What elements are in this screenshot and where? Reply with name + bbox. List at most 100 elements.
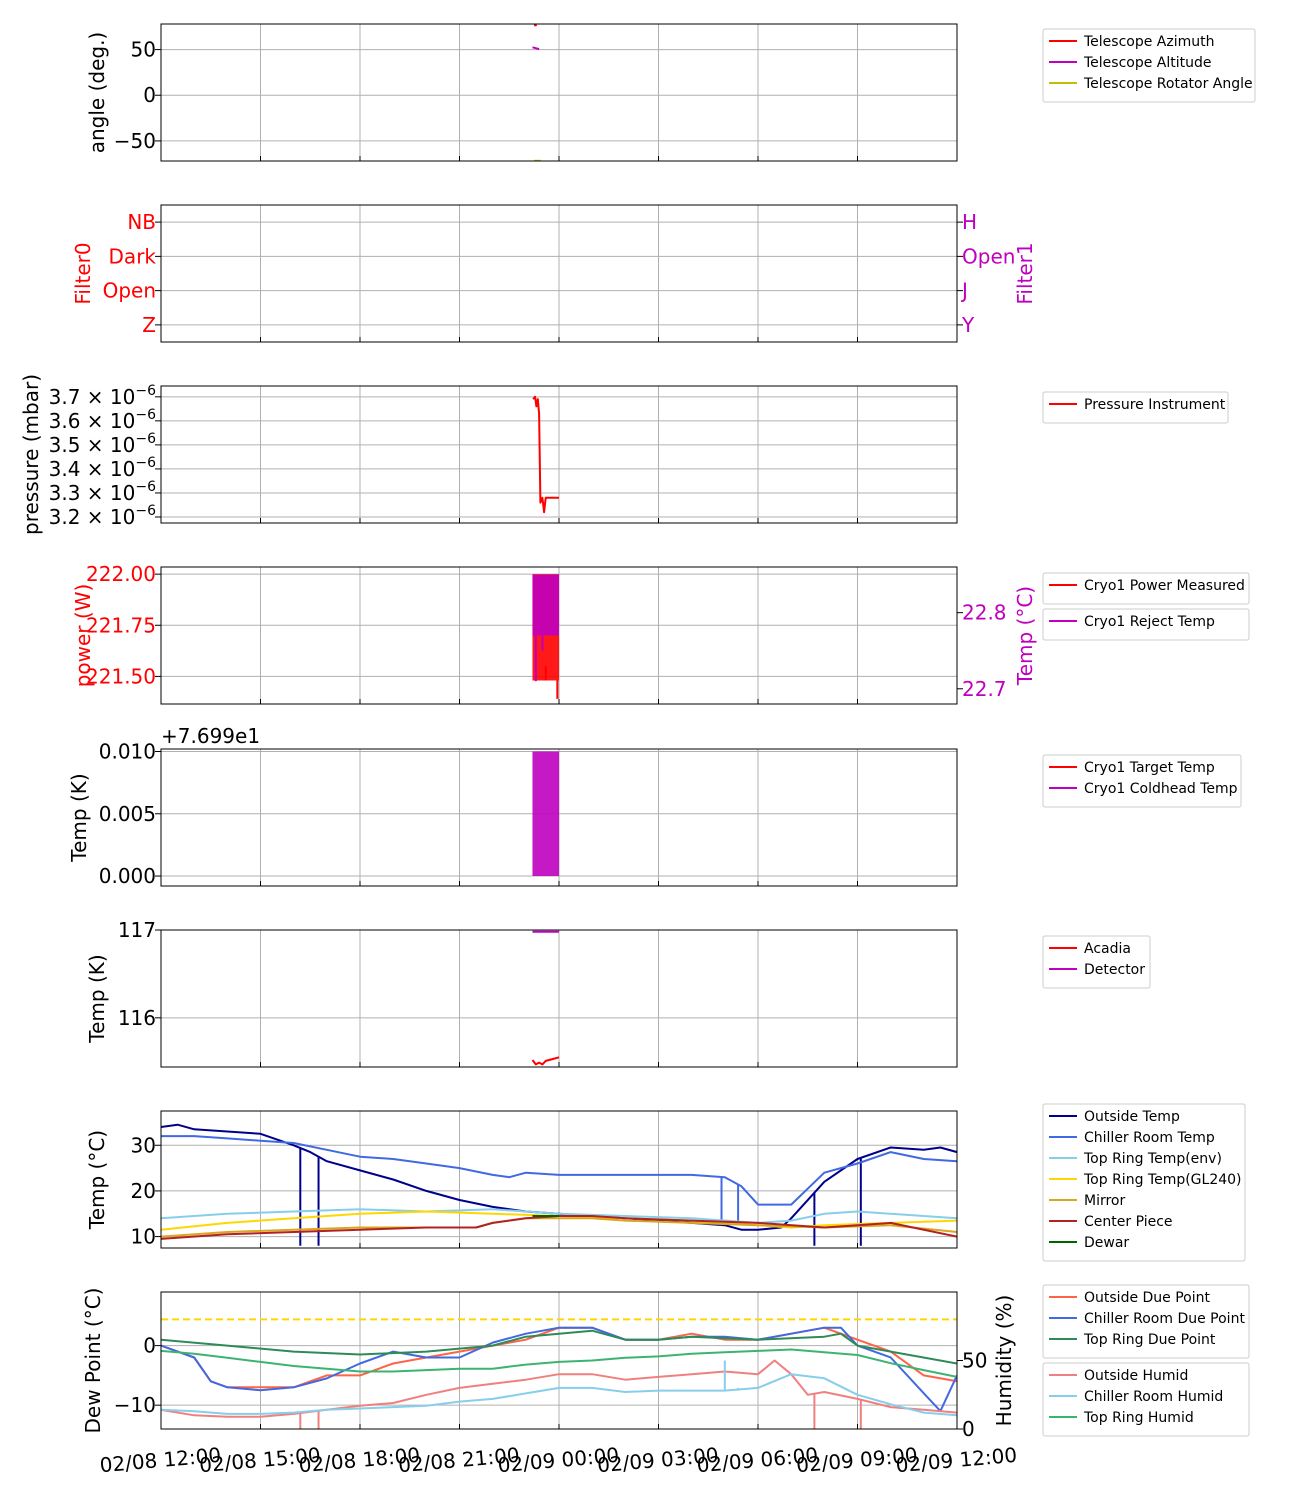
- series-line-pressure-instrument: [532, 395, 559, 514]
- y-tick-label-right: 22.8: [962, 601, 1007, 625]
- legend-entry: Cryo1 Coldhead Temp: [1084, 781, 1238, 797]
- legend-entry: Telescope Rotator Angle: [1083, 76, 1253, 92]
- y-tick-label: 0.010: [99, 739, 156, 763]
- y-axis-label: pressure (mbar): [19, 374, 43, 535]
- panel-6: 117 116 Temp (K) Acadia Detector: [85, 918, 1151, 1068]
- legend-entry: Top Ring Temp(GL240): [1083, 1172, 1242, 1188]
- plot-area: [532, 395, 559, 514]
- legend-entry: Outside Due Point: [1084, 1290, 1211, 1306]
- y-tick-label: 3.6 × 10−6: [49, 407, 156, 433]
- y-tick-label: Open: [103, 279, 156, 303]
- y-axis-label: power (W): [71, 584, 95, 688]
- legend-entry: Acadia: [1084, 941, 1131, 957]
- y-tick-label-right: 0: [962, 1417, 975, 1441]
- legend-box: [1042, 608, 1250, 641]
- panel-3: 3.7 × 10−63.6 × 10−63.5 × 10−63.4 × 10−6…: [19, 374, 1229, 535]
- y-tick-label: 20: [131, 1179, 156, 1203]
- y-tick-label: 222.00: [86, 562, 156, 586]
- y-tick-label-right: Open: [962, 244, 1015, 268]
- y-tick-label: 0: [143, 1334, 156, 1358]
- y-tick-label: 3.3 × 10−6: [49, 479, 156, 505]
- y-axis-label: Filter0: [71, 242, 95, 304]
- y-tick-label: 3.2 × 10−6: [49, 503, 156, 529]
- plot-area: [531, 930, 560, 1066]
- y-tick-label: 3.7 × 10−6: [49, 383, 156, 409]
- legend-box: [1042, 1103, 1246, 1262]
- series-band-cryo1-reject-temp: [532, 574, 559, 636]
- series-line-acadia: [531, 1056, 560, 1066]
- y-tick-label: −50: [114, 129, 156, 153]
- legend-entry: Chiller Room Due Point: [1084, 1311, 1245, 1327]
- y-axis-label: Dew Point (°C): [81, 1287, 105, 1433]
- y-tick-label: 116: [118, 1006, 156, 1030]
- legend-entry: Pressure Instrument: [1084, 397, 1226, 413]
- series-band-cryo1-coldhead-temp: [532, 751, 559, 877]
- plot-area: [161, 1123, 957, 1246]
- legend-entry: Telescope Altitude: [1083, 55, 1212, 71]
- y-tick-label-right: Y: [961, 313, 975, 337]
- legend-entry: Outside Humid: [1084, 1368, 1188, 1384]
- y-axis-label-right: Temp (°C): [1013, 586, 1037, 686]
- legend-box: [1042, 28, 1256, 103]
- y-tick-label: 30: [131, 1133, 156, 1157]
- y-tick-label: 3.5 × 10−6: [49, 431, 156, 457]
- legend-entry: Dewar: [1084, 1235, 1129, 1251]
- plot-area: [161, 1326, 957, 1429]
- series-line-top-ring-humid: [161, 1348, 957, 1378]
- legend-entry: Center Piece: [1084, 1214, 1173, 1230]
- legend-entry: Chiller Room Humid: [1084, 1389, 1223, 1405]
- series-line-mirror: [161, 1217, 957, 1238]
- legend-entry: Cryo1 Target Temp: [1084, 760, 1215, 776]
- y-tick-label: 0: [143, 83, 156, 107]
- y-tick-label: −10: [114, 1393, 156, 1417]
- y-tick-label: NB: [127, 210, 156, 234]
- y-tick-label: 0.000: [99, 864, 156, 888]
- panel-2: NB Dark Open Z H Open JY Filter0 Filter1: [71, 204, 1037, 343]
- plot-area: [532, 574, 559, 699]
- y-axis-label: Temp (°C): [85, 1130, 109, 1230]
- legend-entry: Detector: [1084, 962, 1145, 978]
- legend-box: [1042, 1362, 1250, 1437]
- legend-entry: Outside Temp: [1084, 1109, 1180, 1125]
- plot-area: [532, 751, 559, 877]
- legend-entry: Chiller Room Temp: [1084, 1130, 1215, 1146]
- y-tick-label: Dark: [109, 244, 157, 268]
- y-tick-label: Z: [142, 313, 156, 337]
- series-line-top-ring-due-point: [161, 1329, 957, 1365]
- legend-entry: Cryo1 Reject Temp: [1084, 614, 1215, 630]
- legend-box: [1042, 572, 1250, 605]
- panel-4: 222.00 221.75 221.50 22.8 22.7 power (W) Temp …: [71, 562, 1250, 705]
- legend-box: [1042, 754, 1242, 808]
- offset-label: +7.699e1: [161, 724, 260, 748]
- y-tick-label: 50: [131, 38, 156, 62]
- legend-entry: Mirror: [1084, 1193, 1125, 1209]
- series-line-telescope-altitude: [532, 46, 540, 51]
- y-axis-label-right: Humidity (%): [992, 1295, 1016, 1427]
- panel-7: 30 20 10 Temp (°C) Outside Temp Chiller Room …: [85, 1103, 1246, 1262]
- legend-entry: Cryo1 Power Measured: [1084, 578, 1245, 594]
- y-axis-label: Temp (K): [67, 773, 91, 862]
- series-line-chiller-room-due-point: [161, 1326, 957, 1413]
- y-tick-label: 221.75: [86, 613, 156, 637]
- series-line-top-ring-temp-gl240-: [161, 1210, 957, 1231]
- series-line-chiller-room-temp: [161, 1135, 957, 1206]
- legend-box: [1042, 391, 1229, 424]
- y-tick-label: 117: [118, 918, 156, 942]
- y-tick-label-right: 50: [962, 1349, 987, 1373]
- y-tick-label: 3.4 × 10−6: [49, 455, 156, 481]
- y-axis-label: Temp (K): [85, 954, 109, 1043]
- y-axis-label: angle (deg.): [85, 32, 109, 154]
- y-tick-label: 0.005: [99, 802, 156, 826]
- legend-entry: Telescope Azimuth: [1083, 34, 1214, 50]
- legend-entry: Top Ring Due Point: [1083, 1332, 1216, 1348]
- series-line-chiller-room-humid: [161, 1373, 957, 1417]
- y-tick-label-right: H: [962, 210, 977, 234]
- legend-entry: Top Ring Humid: [1083, 1410, 1194, 1426]
- y-tick-label: 221.50: [86, 664, 156, 688]
- panel-5: 0.010 0.005 0.000 Temp (K) +7.699e1 Cryo1 Tar…: [67, 724, 1242, 888]
- series-line-top-ring-temp-env-: [161, 1208, 957, 1224]
- y-tick-label: 10: [131, 1225, 156, 1249]
